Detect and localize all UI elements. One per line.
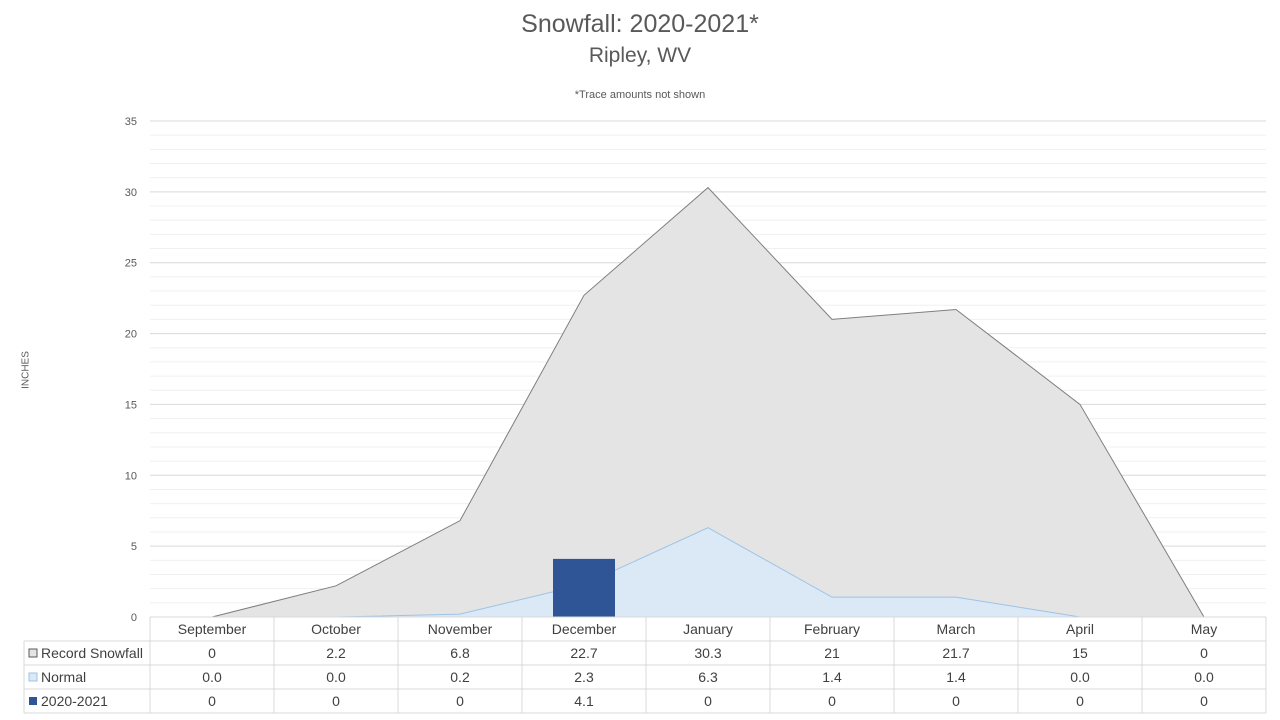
data-label: 6.8 [450, 645, 470, 661]
data-label: 0 [828, 693, 836, 709]
y-tick-label: 0 [131, 612, 137, 624]
data-table: September October November December January F… [23, 616, 1267, 714]
data-label: 0 [208, 645, 216, 661]
data-label: 0 [704, 693, 712, 709]
normal-line [212, 527, 1204, 618]
data-label: 0 [952, 693, 960, 709]
legend-label: Normal [41, 669, 86, 685]
data-label: 4.1 [574, 693, 594, 709]
data-label: 1.4 [946, 669, 966, 685]
data-label: 21 [824, 645, 840, 661]
record-snowfall-line [211, 186, 1205, 618]
y-tick-label: 5 [131, 541, 137, 553]
x-category-label: March [937, 621, 976, 637]
data-label: 0 [1200, 645, 1208, 661]
data-label: 1.4 [822, 669, 842, 685]
data-label: 2.3 [574, 669, 594, 685]
x-category-label: November [428, 621, 493, 637]
data-label: 0.2 [450, 669, 470, 685]
data-label: 0.0 [326, 669, 346, 685]
x-category-label: February [804, 621, 860, 637]
data-label: 22.7 [570, 645, 597, 661]
data-label: 0 [1200, 693, 1208, 709]
legend-label: 2020-2021 [41, 693, 108, 709]
y-tick-label: 20 [125, 329, 137, 341]
x-category-label: September [178, 621, 247, 637]
legend-label: Record Snowfall [41, 645, 143, 661]
chart-note: *Trace amounts not shown [574, 89, 706, 101]
y-axis-ticks: 0 5 10 15 20 25 30 35 [125, 116, 137, 624]
x-category-label: May [1191, 621, 1217, 637]
bar-december [553, 558, 615, 617]
data-label: 2.2 [326, 645, 346, 661]
area-series [211, 186, 1205, 618]
x-category-label: April [1066, 621, 1094, 637]
y-tick-label: 30 [125, 187, 137, 199]
record-snowfall-area [212, 187, 1204, 617]
data-label: 0.0 [202, 669, 222, 685]
y-tick-label: 10 [125, 470, 137, 482]
data-label: 0 [332, 693, 340, 709]
data-label: 6.3 [698, 669, 718, 685]
x-category-label: January [683, 621, 733, 637]
data-label: 0 [456, 693, 464, 709]
y-tick-label: 35 [125, 116, 137, 128]
x-category-label: October [311, 621, 361, 637]
data-label: 30.3 [694, 645, 721, 661]
y-tick-label: 25 [125, 258, 137, 270]
chart-subtitle: Ripley, WV [588, 44, 692, 67]
data-label: 0.0 [1194, 669, 1214, 685]
bar-series [553, 558, 615, 617]
normal-area [212, 527, 1204, 617]
x-category-label: December [552, 621, 617, 637]
y-tick-label: 15 [125, 399, 137, 411]
chart-title: Snowfall: 2020-2021* [521, 10, 759, 38]
data-label: 0 [1076, 693, 1084, 709]
legend-key [29, 697, 37, 705]
data-label: 15 [1072, 645, 1088, 661]
data-label: 0 [208, 693, 216, 709]
legend-key [28, 672, 38, 682]
data-label: 0.0 [1070, 669, 1090, 685]
data-label: 21.7 [942, 645, 969, 661]
legend-key [28, 648, 38, 658]
